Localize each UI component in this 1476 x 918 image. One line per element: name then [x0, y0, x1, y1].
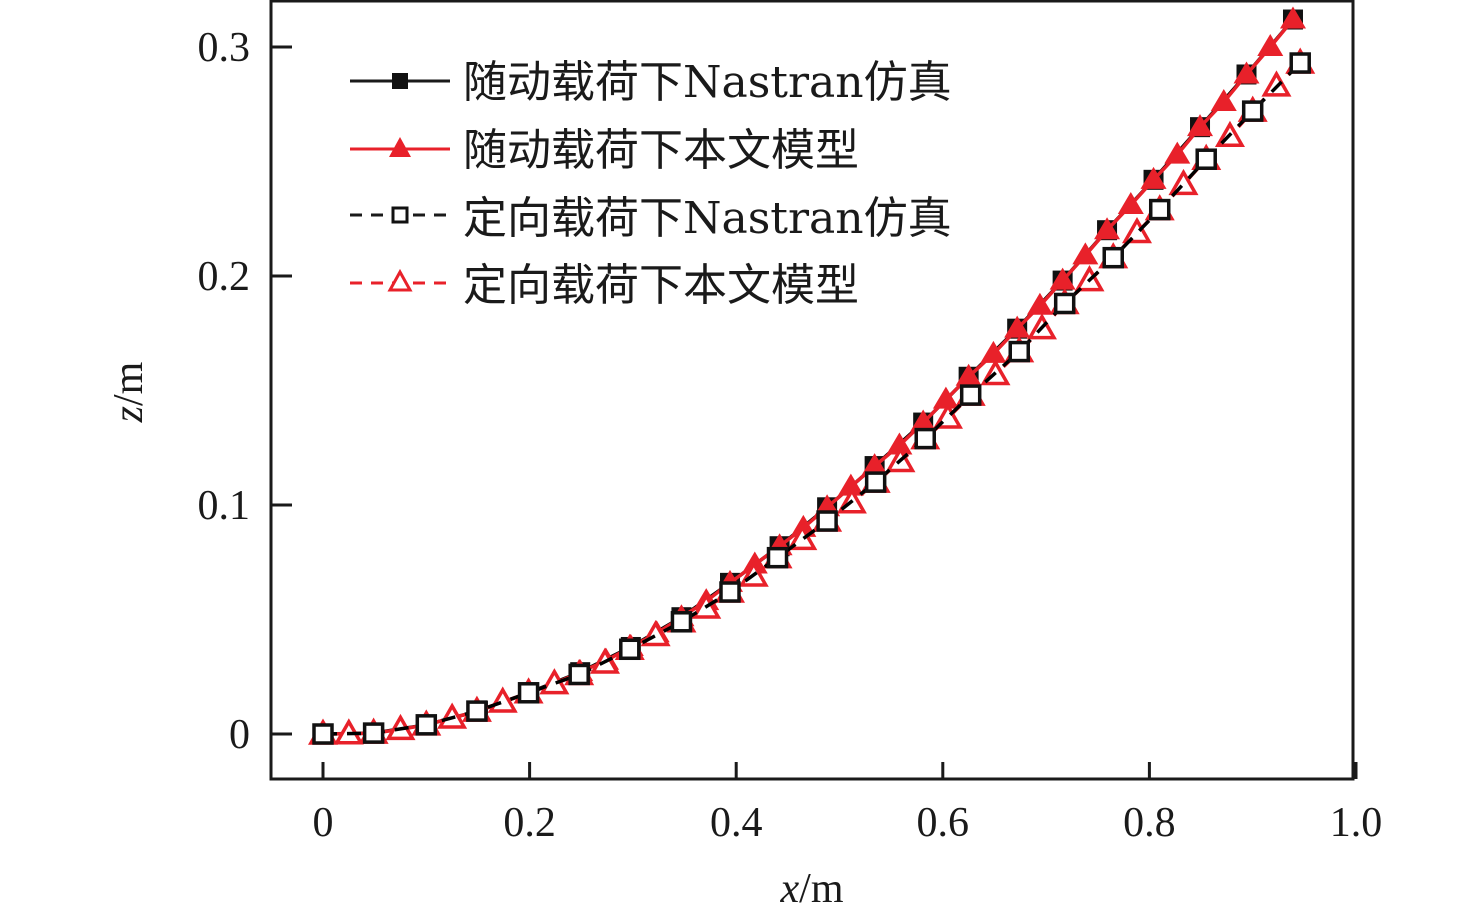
data-point — [1241, 100, 1264, 122]
x-axis-label-unit: /m — [799, 866, 844, 912]
data-point — [1008, 340, 1030, 363]
x-axis: 0 0.2 0.4 0.6 0.8 1.0 — [313, 762, 1383, 846]
data-point — [1148, 198, 1171, 221]
data-point — [1195, 148, 1217, 170]
data-point — [787, 523, 818, 551]
data-point — [816, 510, 838, 532]
legend-item-directional-model: 定向载荷下本文模型 — [350, 260, 859, 311]
x-axis-label: x/m — [780, 866, 844, 912]
data-point — [1026, 292, 1053, 315]
data-point — [1233, 61, 1260, 84]
data-point — [670, 611, 693, 633]
data-point — [861, 453, 888, 476]
y-axis-label: z/m — [106, 361, 152, 423]
data-point — [362, 722, 385, 744]
data-point — [1257, 34, 1284, 56]
data-point — [1117, 192, 1144, 215]
data-point — [1164, 141, 1191, 164]
data-point — [837, 473, 864, 496]
data-point — [1261, 70, 1292, 97]
data-point — [466, 700, 488, 722]
legend-marker-triangle-filled — [389, 137, 411, 157]
data-point — [1004, 315, 1031, 338]
data-point — [1094, 217, 1121, 240]
legend-label: 随动载荷下Nastran仿真 — [463, 57, 952, 108]
x-tick-label: 0.6 — [917, 800, 970, 846]
data-point — [312, 723, 334, 745]
x-tick-label: 1.0 — [1330, 800, 1383, 846]
series-2 — [312, 52, 1311, 745]
data-point — [1279, 6, 1306, 29]
y-axis: 0 0.1 0.2 0.3 — [198, 25, 292, 758]
legend: 随动载荷下Nastran仿真 随动载荷下本文模型 定向载荷下Nastran仿真 … — [350, 57, 952, 311]
data-point — [864, 471, 887, 493]
legend-label: 定向载荷下本文模型 — [463, 260, 859, 311]
x-tick-label: 0 — [313, 800, 334, 846]
y-tick-label: 0.3 — [198, 25, 251, 71]
data-point — [914, 427, 936, 450]
data-point — [1049, 267, 1076, 290]
plot-frame — [269, 0, 1355, 781]
y-axis-label-var: z — [106, 406, 152, 423]
y-tick-label: 0 — [229, 712, 250, 758]
series-0 — [313, 9, 1303, 744]
x-tick-label: 0.8 — [1123, 800, 1176, 846]
legend-item-follower-model: 随动载荷下本文模型 — [350, 125, 859, 176]
data-point — [415, 714, 438, 736]
legend-item-follower-nastran: 随动载荷下Nastran仿真 — [350, 57, 952, 108]
data-point — [619, 638, 641, 661]
data-point — [1072, 242, 1099, 265]
data-point — [932, 386, 959, 409]
data-point — [1053, 292, 1076, 315]
data-point — [1210, 88, 1237, 111]
data-point — [766, 546, 789, 569]
data-point — [517, 682, 540, 704]
series-layer — [307, 6, 1316, 745]
x-tick-label: 0.2 — [503, 800, 556, 846]
y-tick-label: 0.2 — [198, 254, 251, 300]
data-point — [719, 581, 741, 603]
x-axis-label-var: x — [780, 866, 800, 912]
legend-marker-square-filled — [392, 73, 408, 89]
legend-marker-square-open — [391, 206, 409, 224]
legend-label: 定向载荷下Nastran仿真 — [463, 193, 952, 244]
data-point — [1140, 166, 1167, 189]
data-point — [1121, 216, 1153, 244]
data-point — [1187, 114, 1214, 137]
data-point — [955, 363, 982, 386]
legend-label: 随动载荷下本文模型 — [463, 125, 859, 176]
legend-marker-triangle-open — [387, 268, 413, 292]
data-point — [568, 663, 590, 686]
data-point — [1289, 52, 1311, 74]
data-point — [886, 432, 913, 455]
y-tick-label: 0.1 — [198, 483, 251, 529]
data-point — [959, 384, 982, 406]
legend-item-directional-nastran: 定向载荷下Nastran仿真 — [350, 193, 952, 244]
data-point — [980, 340, 1007, 363]
y-axis-label-unit: /m — [106, 361, 152, 406]
data-point — [910, 409, 937, 432]
data-point — [1102, 246, 1124, 269]
series-1 — [310, 6, 1306, 743]
x-tick-label: 0.4 — [710, 800, 763, 846]
